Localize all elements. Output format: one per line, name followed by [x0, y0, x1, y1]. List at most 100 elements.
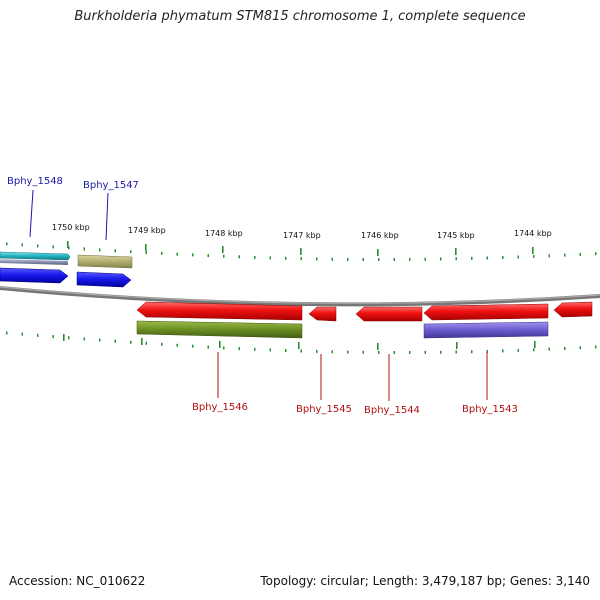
gene-arrow-bphy-1545[interactable] [308, 306, 337, 322]
genome-backbone [0, 286, 600, 307]
tick-major [300, 248, 302, 255]
tick-minor [238, 255, 240, 259]
tick-minor [161, 251, 163, 255]
tick-minor [362, 350, 364, 354]
tick-minor [300, 349, 302, 353]
tick-minor [595, 345, 597, 349]
tick-minor [471, 350, 473, 354]
kbp-label-1750: 1750 kbp [52, 223, 90, 232]
gene-arrow-partial-right[interactable] [553, 301, 593, 318]
tick-minor [269, 256, 271, 260]
gene-label-bphy-1548[interactable]: Bphy_1548 [7, 176, 63, 187]
tick-minor [300, 257, 302, 261]
tick-minor [533, 254, 535, 258]
tick-minor [564, 253, 566, 257]
tick-minor [269, 348, 271, 352]
gene-arrow-bphy-1548[interactable] [0, 267, 69, 284]
tick-major [534, 341, 536, 348]
tick-minor [207, 254, 209, 258]
tick-minor [486, 349, 488, 353]
tick-minor [176, 343, 178, 347]
tick-minor [331, 350, 333, 354]
tick-minor [517, 348, 519, 352]
tick-minor [68, 246, 70, 250]
tick-minor [192, 253, 194, 257]
tick-major [219, 341, 221, 348]
kbp-label-1746: 1746 kbp [361, 231, 399, 240]
tick-minor [455, 350, 457, 354]
tick-minor [564, 347, 566, 350]
tick-minor [331, 257, 333, 261]
tick-minor [285, 349, 287, 352]
gene-label-bphy-1545[interactable]: Bphy_1545 [296, 404, 352, 415]
tick-minor [114, 339, 116, 343]
tick-minor [6, 242, 8, 246]
tick-minor [533, 348, 535, 352]
gene-feature-bphy-1547-cog[interactable] [77, 254, 133, 269]
tick-minor [83, 337, 85, 341]
tick-minor [145, 341, 147, 345]
map-title: Burkholderia phymatum STM815 chromosome … [74, 9, 526, 24]
tick-minor [455, 257, 457, 261]
tick-minor [502, 349, 504, 353]
tick-major [222, 246, 224, 253]
gene-arrow-bphy-1546[interactable] [136, 301, 303, 321]
tick-major [63, 334, 65, 341]
reverse-strand-features [136, 301, 593, 339]
gene-arrow-bphy-1544[interactable] [355, 306, 423, 322]
gene-label-bphy-1547[interactable]: Bphy_1547 [83, 180, 139, 191]
forward-strand-features [0, 251, 133, 288]
tick-major [377, 249, 379, 256]
tick-minor [238, 347, 240, 351]
gene-feature-bphy-1543-cog[interactable] [423, 321, 549, 339]
tick-minor [223, 346, 225, 350]
tick-major [455, 248, 457, 255]
tick-minor [517, 255, 519, 259]
tick-minor [347, 350, 349, 354]
tick-minor [548, 347, 550, 351]
tick-major [532, 247, 534, 254]
gene-feature-bphy-1548-cog-alt[interactable] [0, 259, 68, 265]
genome-backbone-highlight [0, 286, 600, 304]
tick-major [298, 342, 300, 349]
gene-label-bphy-1543[interactable]: Bphy_1543 [462, 404, 518, 415]
kbp-label-1747: 1747 kbp [283, 231, 321, 240]
tick-minor [114, 249, 116, 253]
gene-feature-bphy-1548-cog[interactable] [0, 251, 71, 261]
tick-major [141, 338, 143, 345]
gene-arrow-bphy-1543[interactable] [423, 303, 549, 321]
gene-feature-bphy-1546-cog[interactable] [136, 320, 303, 339]
tick-minor [223, 254, 225, 258]
leader-line-bphy-1548 [29, 189, 34, 238]
tick-minor [99, 338, 101, 342]
kbp-label-1745: 1745 kbp [437, 231, 475, 240]
tick-minor [424, 350, 426, 354]
tick-minor [130, 250, 132, 254]
leader-line-bphy-1547 [105, 192, 109, 241]
tick-major [377, 343, 379, 350]
tick-minor [37, 333, 39, 337]
tick-minor [409, 257, 411, 261]
tick-minor [207, 345, 209, 349]
tick-major [145, 244, 147, 251]
tick-minor [347, 257, 349, 261]
gene-arrow-bphy-1547[interactable] [76, 271, 132, 288]
tick-minor [254, 255, 256, 259]
tick-minor [316, 257, 318, 261]
tick-minor [192, 344, 194, 348]
tick-minor [378, 350, 380, 354]
tick-minor [6, 331, 8, 335]
gene-label-bphy-1546[interactable]: Bphy_1546 [192, 402, 248, 413]
gene-label-bphy-1544[interactable]: Bphy_1544 [364, 405, 420, 416]
tick-minor [21, 243, 23, 247]
tick-minor [21, 332, 23, 336]
tick-minor [579, 346, 581, 350]
tick-minor [285, 256, 287, 260]
tick-minor [37, 244, 39, 248]
kbp-label-1749: 1749 kbp [128, 226, 166, 235]
tick-minor [393, 351, 395, 354]
tick-minor [161, 342, 163, 346]
tick-minor [486, 256, 488, 260]
tick-minor [393, 258, 395, 261]
